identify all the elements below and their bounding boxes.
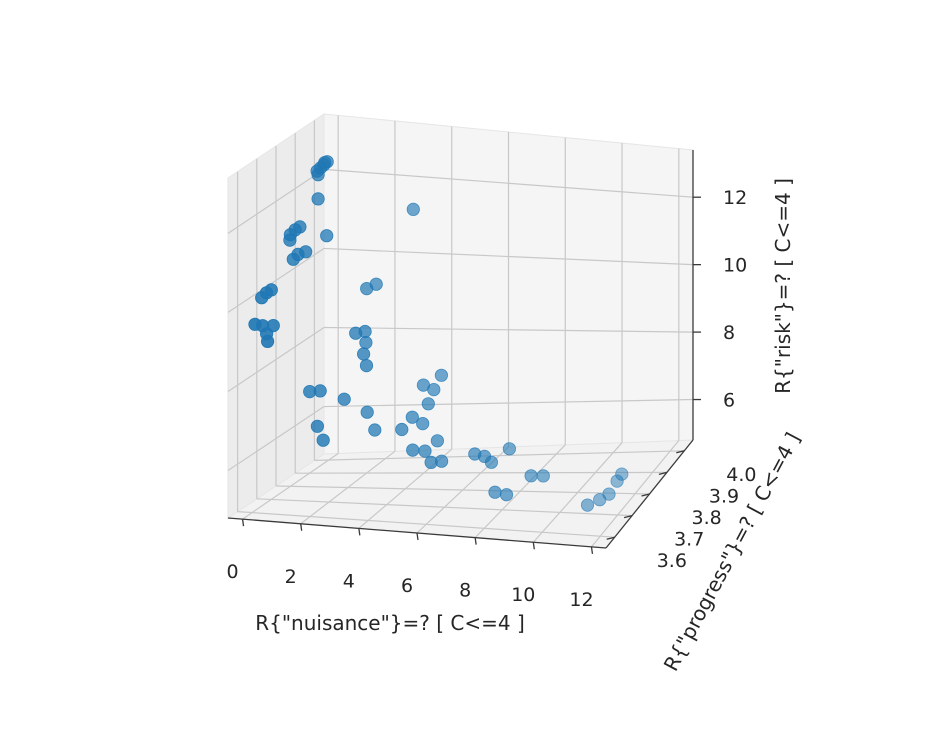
scatter-point — [260, 334, 275, 348]
x-tick-mark — [358, 528, 361, 536]
scatter-point — [610, 474, 624, 488]
y-tick-label: 3.7 — [674, 529, 704, 551]
scatter-point — [524, 469, 538, 483]
scatter-point — [580, 498, 595, 512]
scatter-point — [349, 326, 363, 340]
scatter-point — [248, 317, 262, 331]
x-tick-label: 2 — [285, 566, 297, 588]
axis-lines — [227, 150, 701, 554]
scatter-point — [416, 378, 430, 392]
y-tick-label: 3.8 — [692, 507, 722, 529]
x-axis-label: R{"nuisance"}=? [ C<=4 ] — [255, 611, 525, 635]
scatter-point — [418, 444, 432, 458]
z-gridline-left — [227, 326, 325, 392]
x-tick-mark — [590, 546, 594, 554]
x-tick-mark — [416, 532, 419, 541]
scatter-point — [484, 455, 498, 469]
x-tick-mark — [474, 537, 477, 545]
scatter-point — [416, 416, 430, 431]
scatter-point — [359, 358, 374, 373]
y-tick-mark — [658, 471, 668, 476]
y-gridline-floor — [256, 498, 633, 517]
y-gridline-floor — [295, 471, 667, 474]
z-gridline-left — [227, 406, 325, 472]
scatter-point — [255, 291, 269, 305]
z-tick-label: 12 — [723, 187, 747, 209]
scatter-point — [368, 423, 382, 437]
scatter-point — [430, 434, 444, 448]
z-tick-label: 8 — [723, 322, 735, 344]
scatter-point — [502, 442, 516, 456]
y-tick-label: 3.6 — [657, 550, 687, 572]
scatter-point — [421, 397, 435, 411]
z-tick-label: 10 — [723, 255, 747, 277]
y-tick-mark — [606, 536, 615, 540]
y-gridline-floor — [275, 485, 650, 495]
scatter-point — [316, 433, 330, 447]
scatter-point — [536, 469, 550, 483]
scatter-point — [499, 488, 514, 502]
z-tick-label: 6 — [723, 390, 735, 412]
scatter-point — [424, 455, 438, 469]
scatter-point — [360, 405, 374, 419]
grid-lines — [227, 115, 694, 548]
x-tick-label: 0 — [226, 561, 238, 583]
z-gridline-back — [323, 168, 694, 198]
y-tick-mark — [623, 514, 633, 519]
scatter-point — [311, 192, 325, 206]
y-tick-label: 4.0 — [726, 464, 756, 486]
x-tick-label: 10 — [511, 584, 535, 606]
x-tick-labels: 0 2 4 6 8 10 12 — [226, 561, 593, 611]
scatter-point — [310, 419, 324, 433]
scatter-points — [248, 155, 629, 512]
x-tick-label: 12 — [569, 589, 593, 611]
x-tick-label: 8 — [459, 580, 471, 602]
scatter-point — [405, 410, 419, 424]
scatter-point — [286, 252, 300, 266]
z-gridline-back — [323, 398, 694, 408]
y-tick-mark — [676, 450, 685, 454]
z-gridline-left — [227, 247, 325, 313]
z-tick-labels: 6 8 10 12 — [723, 187, 747, 411]
scatter-point — [406, 202, 420, 216]
scatter-point — [283, 233, 297, 247]
z-gridline-back — [323, 326, 694, 333]
scatter-point — [360, 281, 374, 296]
x-tick-label: 6 — [401, 575, 413, 597]
scatter-point — [488, 485, 502, 499]
y-gridline-floor — [237, 511, 615, 538]
scatter-point — [359, 335, 373, 350]
scatter-point — [337, 392, 351, 406]
scatter-point — [318, 156, 332, 170]
scatter-point — [320, 229, 334, 243]
z-gridline-back — [323, 247, 694, 266]
scatter-point — [303, 384, 317, 399]
x-tick-mark — [300, 523, 303, 531]
scatter-point — [356, 347, 371, 361]
z-gridline-left — [227, 168, 325, 234]
x-tick-label: 4 — [343, 570, 355, 592]
scatter-point — [406, 443, 420, 457]
scatter-point — [434, 368, 448, 382]
y-gridline-floor — [314, 450, 685, 461]
z-axis-label: R{"risk"}=? [ C<=4 ] — [771, 178, 795, 394]
scatter-point — [395, 422, 409, 437]
scatter-point — [311, 168, 325, 182]
y-tick-mark — [641, 493, 650, 497]
x-tick-mark — [241, 519, 245, 527]
y-tick-labels: 3.63.73.83.94.0 — [657, 464, 757, 572]
x-tick-mark — [532, 542, 535, 550]
scatter-point — [615, 467, 629, 481]
y-tick-label: 3.9 — [709, 485, 739, 507]
scatter-point — [593, 493, 607, 507]
